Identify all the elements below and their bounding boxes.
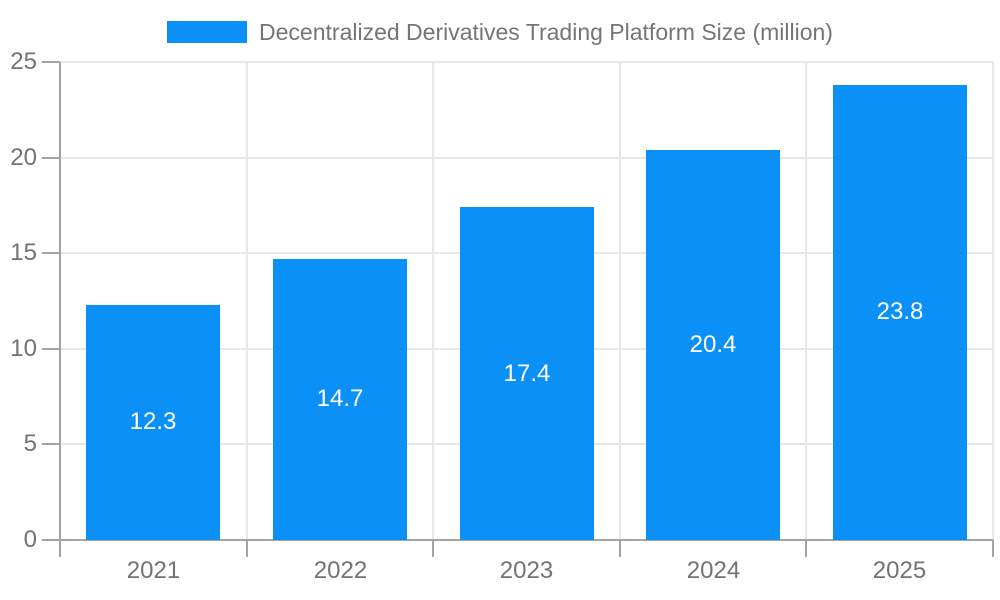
bar: [273, 259, 407, 540]
bar: [833, 85, 967, 540]
y-axis-label: 10: [10, 335, 37, 362]
x-axis-line: [42, 539, 993, 541]
x-axis-tick: [432, 540, 434, 557]
bar: [86, 305, 220, 540]
bar-value-label: 12.3: [129, 408, 177, 435]
x-axis-tick: [992, 540, 994, 557]
x-axis-tick: [246, 540, 248, 557]
gridline-vertical: [619, 62, 621, 540]
x-axis-label: 2021: [126, 557, 181, 584]
x-axis-label: 2025: [872, 557, 927, 584]
gridline-vertical: [246, 62, 248, 540]
gridline-vertical: [432, 62, 434, 540]
legend-swatch: [167, 21, 248, 43]
x-axis-label: 2023: [499, 557, 554, 584]
y-axis-tick: [42, 443, 60, 445]
gridline-vertical: [992, 62, 994, 540]
y-axis-tick: [42, 157, 60, 159]
legend-label: Decentralized Derivatives Trading Platfo…: [259, 19, 833, 45]
gridline-horizontal: [60, 61, 993, 63]
bar: [460, 207, 594, 540]
bar: [646, 150, 780, 540]
gridline-vertical: [805, 62, 807, 540]
y-axis-tick: [42, 348, 60, 350]
bar-value-label: 17.4: [503, 360, 551, 387]
bar-value-label: 20.4: [689, 331, 737, 358]
x-axis-tick: [805, 540, 807, 557]
y-axis-label: 15: [10, 239, 37, 266]
y-axis-label: 0: [23, 526, 37, 553]
y-axis-label: 5: [23, 430, 37, 457]
y-axis-tick: [42, 61, 60, 63]
x-axis-tick: [59, 540, 61, 557]
x-axis-label: 2022: [313, 557, 368, 584]
y-axis-label: 25: [10, 48, 37, 75]
x-axis-tick: [619, 540, 621, 557]
x-axis-label: 2024: [686, 557, 741, 584]
bar-value-label: 14.7: [316, 385, 364, 412]
y-axis-tick: [42, 252, 60, 254]
y-axis-line: [59, 62, 61, 540]
legend-item[interactable]: Decentralized Derivatives Trading Platfo…: [0, 20, 1000, 44]
y-axis-label: 20: [10, 144, 37, 171]
bar-value-label: 23.8: [876, 298, 924, 325]
